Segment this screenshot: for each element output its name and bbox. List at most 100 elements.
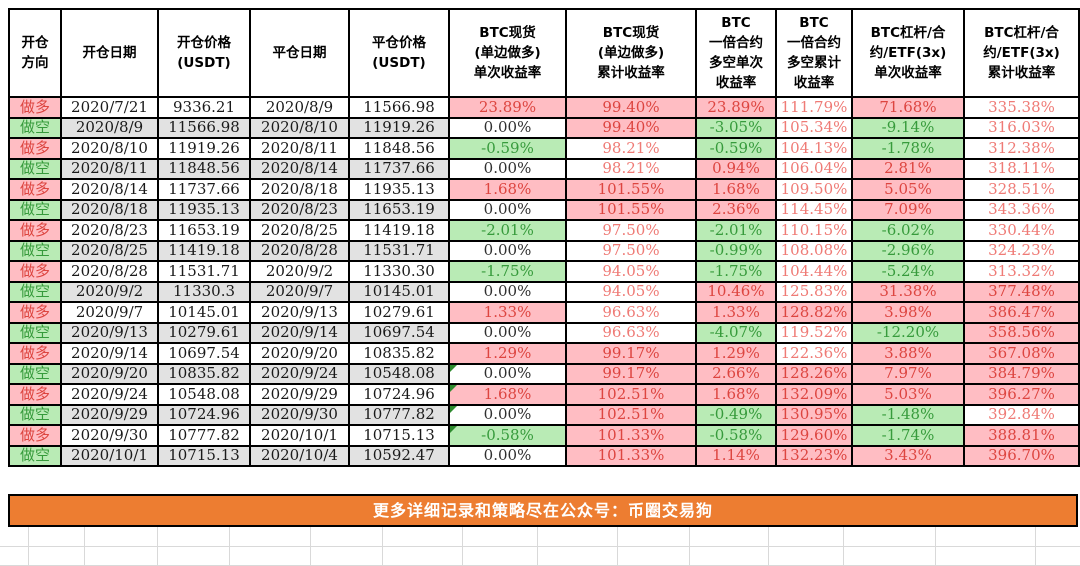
cell-spot-single-return[interactable]: 0.00% — [448, 362, 567, 385]
cell-open-date[interactable]: 2020/8/10 — [60, 137, 159, 160]
cell-direction[interactable]: 做空 — [8, 444, 62, 467]
cell-leverage3x-single-return[interactable]: 7.97% — [851, 362, 965, 385]
cell-direction[interactable]: 做多 — [8, 301, 62, 324]
cell-open-price[interactable]: 11653.19 — [157, 219, 251, 242]
cell-spot-single-return[interactable]: -2.01% — [448, 219, 567, 242]
cell-contract1x-cum-return[interactable]: 128.82% — [775, 301, 853, 324]
cell-direction[interactable]: 做多 — [8, 219, 62, 242]
cell-leverage3x-single-return[interactable]: 31.38% — [851, 280, 965, 303]
cell-direction[interactable]: 做多 — [8, 424, 62, 447]
cell-contract1x-single-return[interactable]: -0.59% — [695, 137, 777, 160]
cell-close-date[interactable]: 2020/9/13 — [249, 301, 350, 324]
cell-close-date[interactable]: 2020/8/18 — [249, 178, 350, 201]
cell-direction[interactable]: 做空 — [8, 239, 62, 262]
cell-spot-single-return[interactable]: 0.00% — [448, 116, 567, 139]
cell-direction[interactable]: 做空 — [8, 403, 62, 426]
col-header-leverage3x-cum-return[interactable]: BTC杠杆/合 约/ETF(3x) 累计收益率 — [963, 8, 1080, 98]
cell-spot-cum-return[interactable]: 101.55% — [565, 178, 697, 201]
cell-open-price[interactable]: 10777.82 — [157, 424, 251, 447]
cell-contract1x-cum-return[interactable]: 132.23% — [775, 444, 853, 467]
cell-contract1x-single-return[interactable]: 10.46% — [695, 280, 777, 303]
cell-contract1x-single-return[interactable]: 23.89% — [695, 96, 777, 119]
cell-direction[interactable]: 做空 — [8, 362, 62, 385]
cell-spot-single-return[interactable]: 0.00% — [448, 280, 567, 303]
cell-spot-cum-return[interactable]: 102.51% — [565, 403, 697, 426]
cell-spot-single-return[interactable]: 1.29% — [448, 342, 567, 365]
cell-close-date[interactable]: 2020/9/2 — [249, 260, 350, 283]
cell-contract1x-single-return[interactable]: 2.36% — [695, 198, 777, 221]
cell-contract1x-single-return[interactable]: 1.29% — [695, 342, 777, 365]
cell-close-price[interactable]: 11848.56 — [348, 137, 450, 160]
cell-open-price[interactable]: 10715.13 — [157, 444, 251, 467]
cell-leverage3x-single-return[interactable]: -1.48% — [851, 403, 965, 426]
cell-spot-cum-return[interactable]: 101.33% — [565, 444, 697, 467]
cell-spot-cum-return[interactable]: 98.21% — [565, 157, 697, 180]
cell-open-date[interactable]: 2020/8/25 — [60, 239, 159, 262]
cell-open-price[interactable]: 10835.82 — [157, 362, 251, 385]
cell-spot-cum-return[interactable]: 99.40% — [565, 96, 697, 119]
cell-open-date[interactable]: 2020/9/30 — [60, 424, 159, 447]
cell-open-price[interactable]: 10724.96 — [157, 403, 251, 426]
cell-open-date[interactable]: 2020/10/1 — [60, 444, 159, 467]
cell-direction[interactable]: 做多 — [8, 260, 62, 283]
cell-spot-single-return[interactable]: 0.00% — [448, 444, 567, 467]
cell-contract1x-single-return[interactable]: 1.68% — [695, 178, 777, 201]
cell-close-price[interactable]: 11330.30 — [348, 260, 450, 283]
cell-contract1x-cum-return[interactable]: 125.83% — [775, 280, 853, 303]
cell-open-date[interactable]: 2020/8/18 — [60, 198, 159, 221]
cell-contract1x-cum-return[interactable]: 104.13% — [775, 137, 853, 160]
cell-close-date[interactable]: 2020/8/11 — [249, 137, 350, 160]
cell-contract1x-single-return[interactable]: 1.14% — [695, 444, 777, 467]
cell-close-price[interactable]: 11531.71 — [348, 239, 450, 262]
col-header-open-date[interactable]: 开仓日期 — [60, 8, 159, 98]
cell-spot-cum-return[interactable]: 97.50% — [565, 239, 697, 262]
cell-close-price[interactable]: 10835.82 — [348, 342, 450, 365]
cell-leverage3x-single-return[interactable]: -2.96% — [851, 239, 965, 262]
cell-open-date[interactable]: 2020/8/14 — [60, 178, 159, 201]
cell-leverage3x-cum-return[interactable]: 392.84% — [963, 403, 1080, 426]
cell-contract1x-cum-return[interactable]: 130.95% — [775, 403, 853, 426]
cell-close-price[interactable]: 11566.98 — [348, 96, 450, 119]
cell-close-date[interactable]: 2020/8/10 — [249, 116, 350, 139]
cell-direction[interactable]: 做多 — [8, 96, 62, 119]
cell-close-price[interactable]: 11419.18 — [348, 219, 450, 242]
cell-contract1x-single-return[interactable]: -0.99% — [695, 239, 777, 262]
cell-contract1x-single-return[interactable]: -0.49% — [695, 403, 777, 426]
cell-leverage3x-cum-return[interactable]: 330.44% — [963, 219, 1080, 242]
cell-leverage3x-cum-return[interactable]: 328.51% — [963, 178, 1080, 201]
cell-open-price[interactable]: 11737.66 — [157, 178, 251, 201]
cell-spot-single-return[interactable]: 1.68% — [448, 178, 567, 201]
cell-leverage3x-cum-return[interactable]: 396.70% — [963, 444, 1080, 467]
cell-direction[interactable]: 做多 — [8, 383, 62, 406]
cell-close-price[interactable]: 11653.19 — [348, 198, 450, 221]
cell-spot-single-return[interactable]: 0.00% — [448, 239, 567, 262]
cell-leverage3x-cum-return[interactable]: 367.08% — [963, 342, 1080, 365]
cell-leverage3x-cum-return[interactable]: 386.47% — [963, 301, 1080, 324]
cell-close-date[interactable]: 2020/9/14 — [249, 321, 350, 344]
cell-leverage3x-single-return[interactable]: 3.43% — [851, 444, 965, 467]
cell-open-date[interactable]: 2020/9/29 — [60, 403, 159, 426]
cell-contract1x-single-return[interactable]: 1.33% — [695, 301, 777, 324]
cell-close-price[interactable]: 10548.08 — [348, 362, 450, 385]
cell-close-date[interactable]: 2020/9/24 — [249, 362, 350, 385]
cell-close-date[interactable]: 2020/8/23 — [249, 198, 350, 221]
cell-spot-cum-return[interactable]: 99.40% — [565, 116, 697, 139]
cell-spot-single-return[interactable]: 0.00% — [448, 198, 567, 221]
cell-leverage3x-cum-return[interactable]: 318.11% — [963, 157, 1080, 180]
cell-leverage3x-cum-return[interactable]: 384.79% — [963, 362, 1080, 385]
cell-spot-single-return[interactable]: 0.00% — [448, 403, 567, 426]
col-header-contract1x-single-return[interactable]: BTC 一倍合约 多空单次 收益率 — [695, 8, 777, 98]
cell-spot-cum-return[interactable]: 94.05% — [565, 260, 697, 283]
cell-close-price[interactable]: 10592.47 — [348, 444, 450, 467]
cell-spot-single-return[interactable]: 23.89% — [448, 96, 567, 119]
cell-leverage3x-cum-return[interactable]: 335.38% — [963, 96, 1080, 119]
cell-leverage3x-single-return[interactable]: 71.68% — [851, 96, 965, 119]
cell-close-price[interactable]: 10697.54 — [348, 321, 450, 344]
cell-leverage3x-cum-return[interactable]: 388.81% — [963, 424, 1080, 447]
cell-close-price[interactable]: 10145.01 — [348, 280, 450, 303]
cell-open-date[interactable]: 2020/7/21 — [60, 96, 159, 119]
cell-spot-single-return[interactable]: -1.75% — [448, 260, 567, 283]
cell-open-date[interactable]: 2020/8/11 — [60, 157, 159, 180]
cell-open-price[interactable]: 10697.54 — [157, 342, 251, 365]
cell-close-date[interactable]: 2020/8/14 — [249, 157, 350, 180]
